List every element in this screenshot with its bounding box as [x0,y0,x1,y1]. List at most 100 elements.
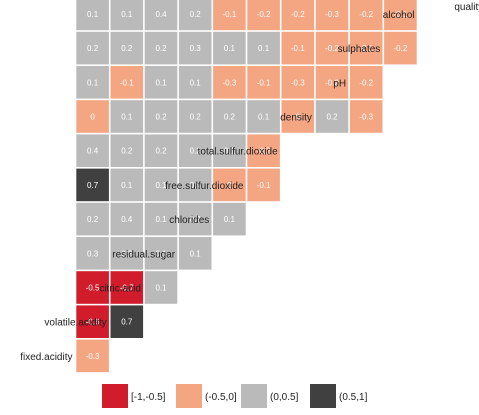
heatmap-cell [349,100,383,133]
cell-value-label: -0.2 [325,44,339,53]
cell-value-label: -0.2 [257,10,271,19]
heatmap-cell [349,31,383,65]
heatmap-cell [213,134,246,167]
variable-label: sulphates [337,44,380,55]
variable-label: citric.acid [99,284,141,295]
cell-value-label: 0 [227,181,232,190]
cell-value-label: -0.1 [120,78,134,87]
heatmap-cell [110,271,144,304]
cell-value-label: 0.1 [87,10,99,19]
cell-value-label: 0.2 [121,249,133,258]
legend-label: [-1,-0.5] [131,392,166,403]
heatmap-cell [247,168,280,202]
heatmap-cell [76,100,109,133]
cell-value-label: 0.1 [190,249,202,258]
heatmap-cell [178,100,212,133]
cell-value-label: 0.2 [190,147,202,156]
heatmap-cell [384,31,417,65]
heatmap-cell [247,100,280,133]
heatmap-cell [76,0,109,31]
cell-value-label: 0.4 [87,147,99,156]
cell-value-label: -0.3 [291,78,305,87]
cell-value-label: 0.1 [155,78,167,87]
legend-label: (0.5,1] [339,392,368,403]
legend-swatch [176,384,202,408]
cell-value-label: 0.1 [155,249,167,258]
heatmap-cell [76,202,109,236]
cell-value-label: 0.3 [87,249,99,258]
cell-value-label: -0.3 [359,113,373,122]
cell-value-label: -0.2 [257,147,271,156]
variable-label: density [280,113,312,124]
cell-value-label: 0.1 [121,10,133,19]
heatmap-cell [281,0,315,31]
heatmap-cell [213,31,246,65]
cell-value-label: -0.2 [359,10,373,19]
cell-value-label: 0 [296,113,301,122]
cell-value-label: -0.1 [394,10,408,19]
cell-value-label: -0.2 [394,44,408,53]
variable-label: volatile.acidity [44,318,106,329]
heatmap-cell [76,168,109,202]
cell-value-label: 0.1 [121,113,133,122]
heatmap-cell [315,0,349,31]
heatmap-cell [213,100,246,133]
cell-value-label: 0.2 [121,147,133,156]
heatmap-cell [110,31,144,65]
heatmap-cell [213,168,246,202]
cell-value-label: 0.2 [155,113,167,122]
heatmap-cell [178,66,212,99]
cell-value-label: 0.1 [190,78,202,87]
cell-value-label: 0.2 [190,10,202,19]
heatmap-cell [144,31,178,65]
heatmap-cell [281,66,315,99]
legend-swatch [310,384,336,408]
cell-value-label: -0.7 [120,284,134,293]
variable-label: fixed.acidity [20,352,72,363]
heatmap-cell [178,202,212,236]
variable-label: chlorides [169,215,209,226]
cell-value-label: -0.2 [325,78,339,87]
legend-swatch [102,384,128,408]
heatmap-cell [144,202,178,236]
cell-value-label: 0.1 [155,215,167,224]
heatmap-cell [315,31,349,65]
heatmap-cell [384,0,417,31]
heatmap-cell [281,31,315,65]
cell-value-label: 0.2 [190,215,202,224]
heatmap-cell [76,237,109,270]
heatmap-cell [144,0,178,31]
cell-value-label: -0.5 [86,284,100,293]
heatmap-cell [110,134,144,167]
cell-value-label: -0.2 [359,78,373,87]
heatmap-cell [110,0,144,31]
legend-label: (0,0.5] [270,392,299,403]
cell-value-label: 0.2 [155,44,167,53]
variable-label: total.sulfur.dioxide [198,147,278,158]
variable-label: pH [333,78,346,89]
cell-value-label: 0.4 [121,215,133,224]
heatmap-cell [110,66,144,99]
cell-value-label: -0.1 [257,78,271,87]
cell-value-label: -0.3 [86,352,100,361]
variable-label: free.sulfur.dioxide [165,181,244,192]
heatmap-cell [110,237,144,270]
variable-label: quality [454,2,479,13]
heatmap-cell [76,31,109,65]
cell-value-label: 0.4 [190,181,202,190]
cell-value-label: -0.1 [291,44,305,53]
cell-value-label: 0.1 [224,147,236,156]
heatmap-cell [110,168,144,202]
heatmap-cell [76,134,109,167]
cell-value-label: 0 [90,113,95,122]
heatmap-cell [110,202,144,236]
heatmap-cell [76,305,109,338]
cell-value-label: 0.7 [87,181,99,190]
heatmap-cell [315,100,349,133]
legend-swatch [241,384,267,408]
cell-value-label: -0.2 [291,10,305,19]
heatmap-cell [315,66,349,99]
variable-label: alcohol [383,10,415,21]
heatmap-cell [247,31,280,65]
variable-label: residual.sugar [112,249,175,260]
